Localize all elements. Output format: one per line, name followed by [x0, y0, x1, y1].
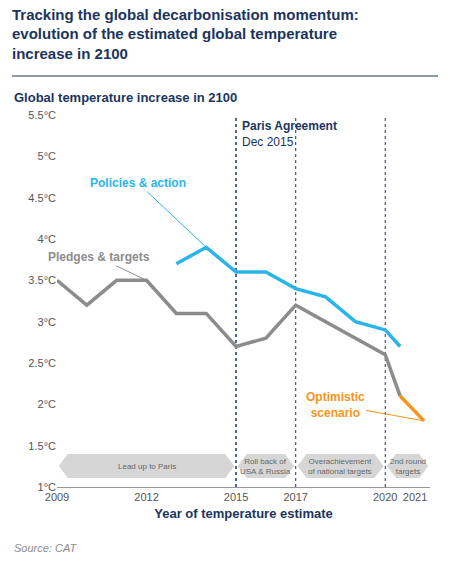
svg-text:Source: CAT: Source: CAT: [14, 542, 77, 554]
svg-text:2015: 2015: [224, 491, 248, 503]
svg-text:2021: 2021: [403, 491, 427, 503]
svg-text:Tracking the global decarbonis: Tracking the global decarbonisation mome…: [12, 6, 359, 62]
svg-text:2020: 2020: [373, 491, 397, 503]
svg-text:2°C: 2°C: [38, 398, 57, 410]
svg-text:Overachievementof national tar: Overachievementof national targets: [308, 457, 372, 476]
svg-text:2009: 2009: [45, 491, 69, 503]
svg-text:5.5°C: 5.5°C: [28, 109, 56, 121]
svg-text:Roll back ofUSA & Russia: Roll back ofUSA & Russia: [240, 457, 291, 476]
svg-text:2012: 2012: [134, 491, 158, 503]
svg-text:2nd roundtargets: 2nd roundtargets: [390, 457, 426, 476]
svg-text:Policies & action: Policies & action: [90, 176, 186, 190]
svg-text:2.5°C: 2.5°C: [28, 357, 56, 369]
svg-text:2017: 2017: [283, 491, 307, 503]
svg-text:5°C: 5°C: [38, 150, 57, 162]
svg-text:Year of temperature estimate: Year of temperature estimate: [154, 506, 332, 521]
svg-text:3°C: 3°C: [38, 316, 57, 328]
svg-text:Paris AgreementDec 2015: Paris AgreementDec 2015: [242, 119, 337, 149]
svg-text:Pledges & targets: Pledges & targets: [48, 250, 150, 264]
svg-text:Global temperature increase in: Global temperature increase in 2100: [14, 90, 237, 105]
svg-text:3.5°C: 3.5°C: [28, 274, 56, 286]
svg-text:Optimisticscenario: Optimisticscenario: [306, 390, 365, 420]
svg-text:1°C: 1°C: [38, 481, 57, 493]
svg-text:Lead up to Paris: Lead up to Paris: [118, 462, 176, 471]
svg-text:4°C: 4°C: [38, 233, 57, 245]
svg-text:1.5°C: 1.5°C: [28, 440, 56, 452]
svg-text:4.5°C: 4.5°C: [28, 192, 56, 204]
